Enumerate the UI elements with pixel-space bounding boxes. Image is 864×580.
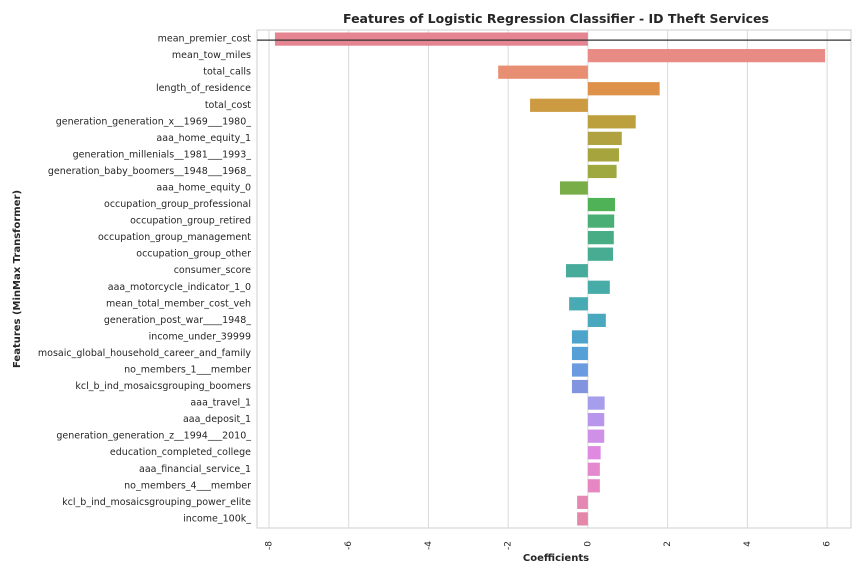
- bar: [577, 495, 588, 509]
- bar: [569, 297, 588, 311]
- y-tick-label: income_under_39999: [149, 331, 251, 342]
- y-tick-label: no_members_4___member: [124, 480, 251, 491]
- y-tick-label: occupation_group_professional: [104, 199, 251, 210]
- y-axis-label: Features (MinMax Transformer): [12, 190, 23, 368]
- bar: [587, 280, 610, 294]
- bar: [571, 330, 588, 344]
- y-tick-label: length_of_residence: [156, 83, 251, 94]
- bar: [587, 446, 601, 460]
- x-tick-label: -2: [504, 541, 514, 550]
- y-tick-label: occupation_group_management: [98, 232, 251, 243]
- bar: [587, 131, 622, 145]
- y-tick-label: aaa_financial_service_1: [139, 464, 251, 475]
- plot-area: [256, 29, 852, 529]
- x-tick-labels: -8 -6 -4 -2 0 2 4 6: [264, 541, 832, 550]
- y-tick-label: mean_total_member_cost_veh: [106, 298, 251, 309]
- y-tick-label: aaa_travel_1: [190, 398, 251, 409]
- x-axis-label: Coefficients: [523, 553, 589, 564]
- grid-lines: [268, 30, 828, 528]
- y-tick-label: aaa_home_equity_1: [156, 133, 251, 144]
- bar: [587, 413, 605, 427]
- x-tick-label: -6: [344, 541, 354, 550]
- y-tick-label: aaa_home_equity_0: [156, 183, 251, 194]
- bar: [587, 479, 600, 493]
- y-tick-label: occupation_group_other: [136, 249, 251, 260]
- y-tick-label: generation_generation_x__1969___1980_: [56, 116, 252, 127]
- y-tick-label: kcl_b_ind_mosaicsgrouping_power_elite: [62, 497, 251, 508]
- bar: [571, 379, 588, 394]
- bar: [559, 181, 588, 195]
- bar: [587, 396, 605, 410]
- bar: [587, 231, 614, 245]
- y-tick-label: generation_baby_boomers__1948___1968_: [48, 166, 251, 177]
- x-tick-label: -8: [264, 541, 274, 550]
- y-tick-label: total_cost: [205, 100, 251, 111]
- bar: [274, 32, 588, 46]
- y-tick-label: no_members_1___member: [124, 364, 251, 375]
- chart-title: Features of Logistic Regression Classifi…: [343, 11, 769, 26]
- y-tick-label: kcl_b_ind_mosaicsgrouping_boomers: [75, 381, 251, 392]
- x-tick-label: 6: [823, 541, 833, 547]
- y-tick-label: generation_post_war____1948_: [104, 315, 251, 326]
- bar: [587, 148, 619, 162]
- y-tick-labels: mean_premier_cost mean_tow_miles total_cal…: [38, 34, 251, 525]
- x-tick-label: 0: [583, 541, 593, 547]
- y-tick-label: aaa_deposit_1: [183, 414, 251, 425]
- y-tick-label: mean_tow_miles: [172, 50, 251, 61]
- bar: [498, 65, 588, 79]
- y-tick-label: generation_generation_z__1994___2010_: [56, 431, 251, 442]
- bar: [571, 346, 588, 361]
- bar: [577, 512, 588, 526]
- y-tick-label: aaa_motorcycle_indicator_1_0: [108, 282, 251, 293]
- y-tick-label: education_completed_college: [110, 447, 251, 458]
- y-tick-label: total_calls: [203, 67, 251, 78]
- bar: [587, 197, 615, 212]
- bar: [587, 49, 826, 63]
- bar: [587, 82, 660, 96]
- y-tick-label: mosaic_global_household_career_and_famil…: [38, 348, 251, 359]
- x-tick-label: 2: [663, 541, 673, 547]
- y-tick-label: income_100k_: [183, 513, 251, 524]
- bar: [587, 462, 600, 476]
- bar: [587, 164, 617, 179]
- y-tick-label: occupation_group_retired: [130, 216, 251, 227]
- bar: [565, 264, 588, 278]
- bar: [587, 313, 606, 327]
- y-tick-label: generation_millenials__1981___1993_: [73, 149, 252, 160]
- x-tick-label: -4: [424, 541, 434, 550]
- x-tick-label: 4: [743, 541, 753, 547]
- bar: [587, 429, 605, 443]
- bar: [571, 363, 588, 377]
- bar: [587, 115, 636, 129]
- bar: [587, 214, 615, 228]
- y-tick-label: mean_premier_cost: [158, 34, 252, 45]
- bar: [530, 98, 588, 112]
- bar: [587, 247, 614, 261]
- bars: [274, 32, 826, 526]
- y-tick-label: consumer_score: [174, 265, 251, 276]
